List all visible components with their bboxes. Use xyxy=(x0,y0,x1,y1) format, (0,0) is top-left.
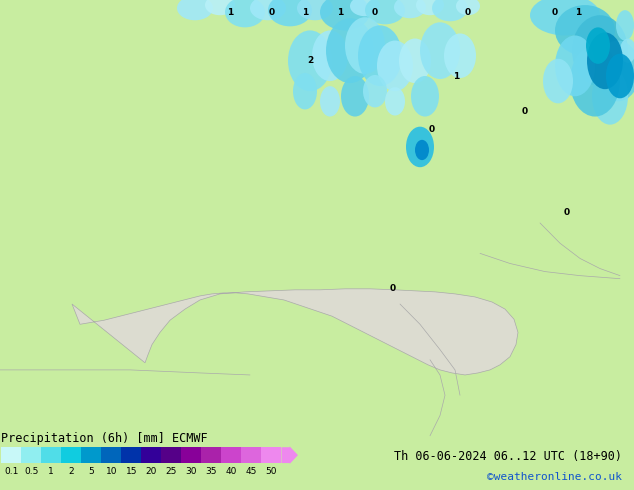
Ellipse shape xyxy=(326,18,374,83)
Ellipse shape xyxy=(587,32,623,89)
Ellipse shape xyxy=(320,86,340,117)
Text: 0.1: 0.1 xyxy=(4,467,18,476)
Ellipse shape xyxy=(592,68,628,124)
Text: ©weatheronline.co.uk: ©weatheronline.co.uk xyxy=(487,472,622,482)
Ellipse shape xyxy=(572,15,628,86)
Text: 0: 0 xyxy=(552,8,558,17)
Text: 1: 1 xyxy=(337,8,343,17)
Ellipse shape xyxy=(293,73,317,109)
Ellipse shape xyxy=(177,0,213,20)
Text: 40: 40 xyxy=(226,467,237,476)
Ellipse shape xyxy=(411,76,439,117)
Ellipse shape xyxy=(444,33,476,78)
Text: 25: 25 xyxy=(165,467,177,476)
Text: 1: 1 xyxy=(575,8,581,17)
Ellipse shape xyxy=(377,41,413,91)
Ellipse shape xyxy=(416,0,444,15)
Ellipse shape xyxy=(358,25,402,86)
Bar xyxy=(162,447,181,463)
Text: 0: 0 xyxy=(465,8,471,17)
Ellipse shape xyxy=(297,0,333,20)
Bar xyxy=(81,447,101,463)
Ellipse shape xyxy=(530,0,600,35)
Text: 1: 1 xyxy=(302,8,308,17)
Text: 10: 10 xyxy=(106,467,117,476)
Ellipse shape xyxy=(341,76,369,117)
Text: 2: 2 xyxy=(307,56,313,65)
Text: 1: 1 xyxy=(48,467,54,476)
Text: 15: 15 xyxy=(126,467,137,476)
Ellipse shape xyxy=(555,5,615,56)
Bar xyxy=(221,447,242,463)
Ellipse shape xyxy=(363,75,387,107)
Ellipse shape xyxy=(345,17,385,74)
Text: Precipitation (6h) [mm] ECMWF: Precipitation (6h) [mm] ECMWF xyxy=(1,432,208,445)
Text: 5: 5 xyxy=(89,467,94,476)
Text: 1: 1 xyxy=(453,72,459,80)
Ellipse shape xyxy=(432,0,468,21)
Text: 50: 50 xyxy=(266,467,277,476)
Ellipse shape xyxy=(415,140,429,160)
Ellipse shape xyxy=(570,46,620,117)
Ellipse shape xyxy=(555,35,595,96)
Ellipse shape xyxy=(385,87,405,116)
Bar xyxy=(181,447,202,463)
Bar xyxy=(61,447,81,463)
Bar xyxy=(121,447,141,463)
Ellipse shape xyxy=(616,10,634,41)
Ellipse shape xyxy=(586,27,610,64)
Ellipse shape xyxy=(543,59,573,103)
Bar xyxy=(0,365,150,446)
Text: 0: 0 xyxy=(429,125,435,134)
FancyArrow shape xyxy=(281,446,298,464)
Bar xyxy=(41,447,61,463)
Ellipse shape xyxy=(620,39,634,63)
Ellipse shape xyxy=(268,0,312,26)
Bar xyxy=(242,447,261,463)
Polygon shape xyxy=(72,289,518,375)
Ellipse shape xyxy=(456,0,480,15)
Text: 0.5: 0.5 xyxy=(24,467,39,476)
Bar xyxy=(22,447,41,463)
Text: 0: 0 xyxy=(269,8,275,17)
Bar xyxy=(141,447,162,463)
Text: 0: 0 xyxy=(564,208,570,218)
Bar xyxy=(202,447,221,463)
Ellipse shape xyxy=(320,0,370,30)
Text: Th 06-06-2024 06..12 UTC (18+90): Th 06-06-2024 06..12 UTC (18+90) xyxy=(394,450,622,464)
Ellipse shape xyxy=(606,54,634,98)
Ellipse shape xyxy=(312,30,348,81)
Text: 2: 2 xyxy=(68,467,74,476)
Ellipse shape xyxy=(225,0,265,27)
Ellipse shape xyxy=(399,39,431,83)
Bar xyxy=(1,447,22,463)
Bar xyxy=(261,447,281,463)
Text: 1: 1 xyxy=(227,8,233,17)
Text: 30: 30 xyxy=(186,467,197,476)
Ellipse shape xyxy=(350,0,380,16)
Ellipse shape xyxy=(288,30,332,91)
Ellipse shape xyxy=(394,0,426,18)
Bar xyxy=(101,447,121,463)
Text: 45: 45 xyxy=(246,467,257,476)
Text: 20: 20 xyxy=(146,467,157,476)
Ellipse shape xyxy=(596,41,634,101)
Ellipse shape xyxy=(205,0,235,15)
Text: 0: 0 xyxy=(390,284,396,294)
Text: 35: 35 xyxy=(205,467,217,476)
Text: 0: 0 xyxy=(372,8,378,17)
Ellipse shape xyxy=(406,127,434,167)
Ellipse shape xyxy=(420,22,460,79)
Text: 0: 0 xyxy=(522,107,528,116)
Ellipse shape xyxy=(250,0,286,20)
Ellipse shape xyxy=(365,0,405,24)
